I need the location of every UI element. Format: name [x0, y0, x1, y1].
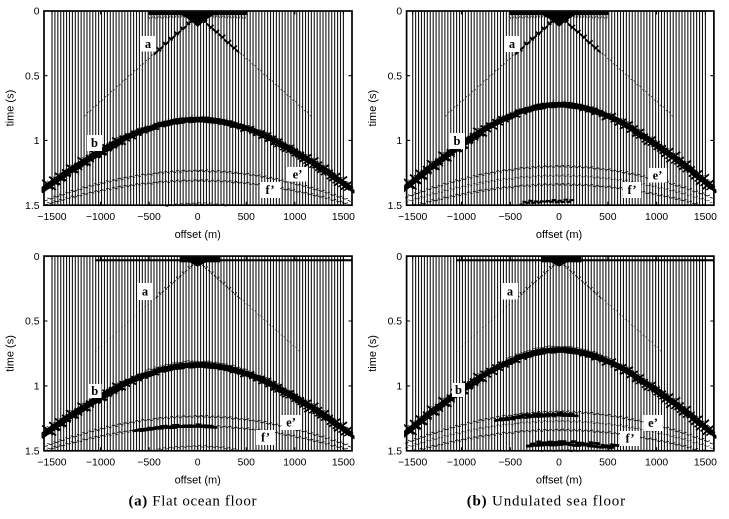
svg-text:(a) Flat ocean floor: (a) Flat ocean floor: [129, 493, 258, 509]
svg-text:f’: f’: [625, 432, 634, 446]
svg-text:0: 0: [556, 212, 562, 223]
svg-text:−1500: −1500: [398, 212, 427, 223]
svg-text:−500: −500: [499, 457, 523, 468]
svg-text:1.5: 1.5: [388, 201, 403, 212]
svg-text:1000: 1000: [645, 212, 668, 223]
svg-text:0.5: 0.5: [388, 71, 403, 82]
svg-text:1000: 1000: [645, 457, 668, 468]
svg-text:b: b: [455, 383, 462, 397]
svg-text:time (s): time (s): [5, 90, 17, 127]
svg-text:0: 0: [195, 457, 201, 468]
svg-text:−500: −500: [499, 212, 523, 223]
svg-text:500: 500: [238, 212, 256, 223]
svg-text:500: 500: [238, 457, 256, 468]
svg-text:b: b: [454, 134, 461, 148]
svg-text:1000: 1000: [283, 212, 306, 223]
svg-text:f’: f’: [261, 431, 270, 445]
svg-text:time (s): time (s): [367, 335, 379, 372]
svg-text:(b) Undulated sea floor: (b) Undulated sea floor: [467, 493, 626, 509]
svg-text:0: 0: [396, 7, 402, 18]
svg-text:−1000: −1000: [86, 457, 115, 468]
svg-text:1.5: 1.5: [25, 201, 40, 212]
svg-text:time (s): time (s): [5, 335, 17, 372]
svg-text:−500: −500: [137, 212, 161, 223]
svg-text:1: 1: [396, 136, 402, 147]
svg-text:−1000: −1000: [447, 457, 476, 468]
svg-text:0: 0: [34, 252, 40, 263]
svg-text:−1500: −1500: [37, 457, 66, 468]
svg-text:f’: f’: [627, 183, 636, 197]
svg-text:time (s): time (s): [367, 90, 379, 127]
svg-text:0: 0: [396, 252, 402, 263]
svg-text:−1000: −1000: [447, 212, 476, 223]
svg-text:offset (m): offset (m): [536, 229, 582, 241]
svg-text:1.5: 1.5: [388, 447, 403, 458]
svg-text:b: b: [91, 384, 98, 398]
svg-text:1500: 1500: [332, 457, 355, 468]
svg-text:a: a: [509, 37, 516, 51]
svg-text:1000: 1000: [283, 457, 306, 468]
svg-text:1: 1: [34, 382, 40, 393]
svg-text:e’: e’: [293, 167, 303, 181]
svg-text:a: a: [507, 284, 514, 298]
svg-text:e’: e’: [653, 168, 663, 182]
svg-text:0: 0: [195, 212, 201, 223]
svg-text:1: 1: [396, 382, 402, 393]
svg-text:1500: 1500: [332, 212, 355, 223]
svg-text:1: 1: [34, 136, 40, 147]
svg-text:500: 500: [599, 457, 617, 468]
svg-text:b: b: [91, 136, 98, 150]
svg-text:0.5: 0.5: [25, 71, 40, 82]
svg-text:a: a: [145, 37, 152, 51]
svg-text:offset (m): offset (m): [175, 229, 221, 241]
svg-text:−500: −500: [137, 457, 161, 468]
svg-text:e’: e’: [286, 416, 296, 430]
svg-text:0.5: 0.5: [25, 317, 40, 328]
svg-text:1500: 1500: [694, 212, 717, 223]
svg-text:1500: 1500: [694, 457, 717, 468]
svg-text:500: 500: [599, 212, 617, 223]
svg-text:a: a: [142, 285, 149, 299]
svg-text:e’: e’: [648, 416, 658, 430]
svg-text:0: 0: [34, 7, 40, 18]
svg-text:f’: f’: [265, 183, 274, 197]
svg-text:−1500: −1500: [37, 212, 66, 223]
svg-text:−1500: −1500: [398, 457, 427, 468]
svg-text:0.5: 0.5: [388, 317, 403, 328]
svg-text:0: 0: [556, 457, 562, 468]
svg-text:−1000: −1000: [86, 212, 115, 223]
svg-text:offset (m): offset (m): [175, 475, 221, 487]
svg-text:offset (m): offset (m): [536, 475, 582, 487]
svg-text:1.5: 1.5: [25, 447, 40, 458]
